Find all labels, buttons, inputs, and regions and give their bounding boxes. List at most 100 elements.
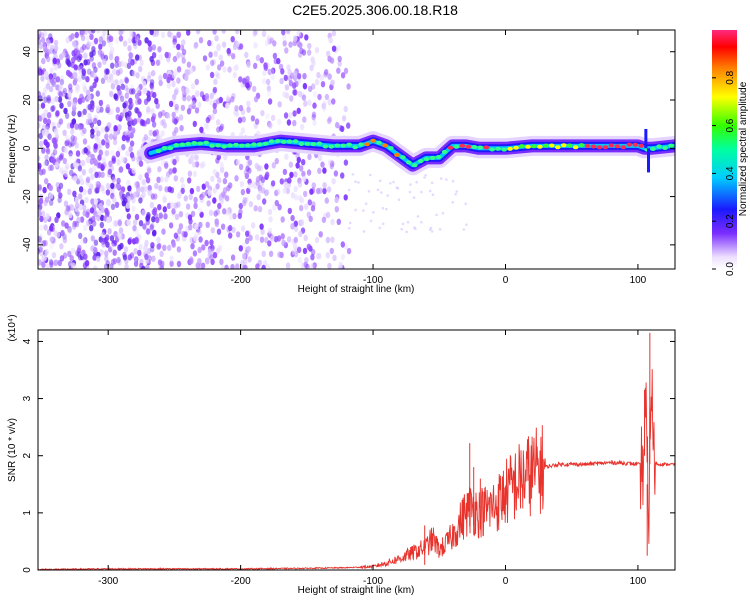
- spectrogram-noise-cell: [122, 254, 128, 261]
- spectrogram-noise-cell: [107, 122, 112, 129]
- ridge-blob: [537, 144, 543, 149]
- spectrogram-noise-cell: [310, 263, 315, 269]
- spectrogram-noise-cell: [54, 128, 59, 135]
- spectrogram-noise-cell: [385, 207, 388, 211]
- spectrogram-noise-cell: [44, 178, 49, 185]
- snr-y-tick-label: 2: [22, 452, 33, 458]
- spectrogram-noise-cell: [91, 30, 96, 34]
- spectrogram-noise-cell: [224, 264, 229, 269]
- spectrogram-noise-cell: [343, 67, 349, 75]
- spectrogram-noise-cell: [205, 64, 211, 71]
- spectrogram-noise-cell: [159, 265, 164, 269]
- spectrogram-ridge: [140, 128, 675, 176]
- spectrogram-noise-cell: [281, 239, 286, 247]
- spectrogram-noise-cell: [277, 101, 282, 108]
- spectrogram-noise-cell: [90, 128, 95, 135]
- ridge-blob: [382, 143, 388, 148]
- spectrogram-noise-cell: [119, 112, 124, 119]
- spectrogram-noise-cell: [53, 230, 58, 237]
- spectrogram-noise-cell: [232, 43, 238, 50]
- spectrogram-noise-cell: [110, 47, 115, 54]
- spectrogram-noise-cell: [78, 186, 84, 193]
- spectrogram-noise-cell: [62, 237, 68, 244]
- ridge-blob: [590, 144, 597, 149]
- spectrogram-noise-cell: [144, 239, 149, 247]
- spectrogram-noise-cell: [221, 41, 227, 48]
- spectrogram-noise-cell: [207, 39, 212, 47]
- spectrogram-noise-cell: [256, 193, 261, 201]
- spectrogram-noise-cell: [49, 236, 54, 243]
- spectrogram-noise-cell: [172, 41, 177, 48]
- spectrogram-noise-cell: [49, 199, 54, 206]
- spectrogram-noise-cell: [136, 187, 141, 194]
- spectrogram-noise-cell: [327, 99, 332, 106]
- spectrogram-noise-cell: [49, 225, 54, 232]
- spectrogram-noise-cell: [310, 56, 315, 63]
- spectrogram-noise-cell: [41, 129, 47, 137]
- ridge-blob: [346, 142, 353, 147]
- spectrogram-noise-cell: [302, 73, 307, 80]
- spectrogram-noise-cell: [147, 71, 152, 79]
- spectrogram-noise-cell: [62, 252, 68, 259]
- spectrogram-noise-cell: [51, 105, 56, 112]
- spectrogram-noise-cell: [191, 102, 196, 110]
- spectrogram-noise-cell: [63, 200, 69, 207]
- spectrogram-noise-cell: [116, 159, 121, 166]
- ridge-blob: [257, 142, 263, 147]
- snr-x-tick-label: -200: [231, 576, 251, 587]
- spectrogram-noise-cell: [238, 76, 243, 83]
- spectrogram-noise-cell: [185, 87, 190, 95]
- spectrogram-noise-cell: [176, 31, 181, 38]
- spectrogram-noise-cell: [114, 61, 119, 68]
- spectrogram-noise-cell: [176, 77, 181, 84]
- spectrogram-noise-cell: [301, 159, 306, 166]
- spectrogram-noise-cell: [92, 220, 97, 227]
- spectrogram-noise-cell: [143, 134, 149, 141]
- spectrogram-noise-cell: [267, 68, 272, 76]
- spectrogram-noise-cell: [89, 33, 94, 40]
- spectrogram-noise-cell: [109, 128, 114, 135]
- spectrogram-noise-cell: [195, 90, 200, 97]
- spectrogram-noise-cell: [224, 171, 229, 178]
- spectrogram-noise-cell: [146, 75, 152, 82]
- spectrogram-noise-cell: [213, 210, 218, 217]
- spectrogram-noise-cell: [283, 181, 288, 188]
- spectrogram-noise-cell: [252, 30, 257, 37]
- ridge-blob: [328, 144, 335, 149]
- spectrogram-noise-cell: [99, 50, 105, 57]
- spectrogram-noise-cell: [261, 250, 266, 257]
- spectrogram-noise-cell: [95, 180, 100, 188]
- spectrogram-noise-cell: [39, 215, 44, 223]
- spectrogram-noise-cell: [114, 201, 120, 208]
- spectrogram-noise-cell: [59, 167, 64, 174]
- spectrogram-noise-cell: [133, 256, 138, 263]
- spectrogram-noise-cell: [232, 71, 237, 79]
- spectrogram-noise-cell: [289, 171, 294, 179]
- spectrogram-noise-cell: [75, 87, 80, 94]
- spectrogram-noise-cell: [156, 59, 161, 66]
- spectrogram-noise-cell: [62, 87, 68, 95]
- spectrogram-noise-cell: [207, 189, 212, 196]
- spectrogram-noise-cell: [78, 193, 83, 200]
- spectrogram-noise-cell: [147, 184, 152, 192]
- spectrogram-x-tick-label: -300: [98, 275, 118, 286]
- ridge-blob: [358, 142, 364, 147]
- spectrogram-noise-cell: [93, 239, 99, 246]
- spectrogram-noise-cell: [242, 264, 247, 269]
- spectrogram-noise-cell: [95, 184, 101, 191]
- spectrogram-noise-cell: [185, 203, 191, 210]
- spectrogram-noise-cell: [92, 254, 97, 261]
- spectrogram-x-tick-label: 100: [630, 275, 647, 286]
- spectrogram-noise-cell: [293, 35, 298, 42]
- spectrogram-noise-cell: [141, 179, 146, 186]
- spectrogram-noise-cell: [113, 93, 118, 100]
- spectrogram-noise-cell: [104, 207, 109, 215]
- ridge-blob: [465, 144, 472, 149]
- ridge-blob: [656, 144, 662, 149]
- spectrogram-noise-cell: [316, 71, 321, 79]
- spectrogram-noise-cell: [291, 248, 297, 255]
- spectrogram-noise-cell: [336, 67, 341, 74]
- spectrogram-noise-cell: [322, 105, 327, 112]
- spectrogram-noise-cell: [162, 122, 167, 129]
